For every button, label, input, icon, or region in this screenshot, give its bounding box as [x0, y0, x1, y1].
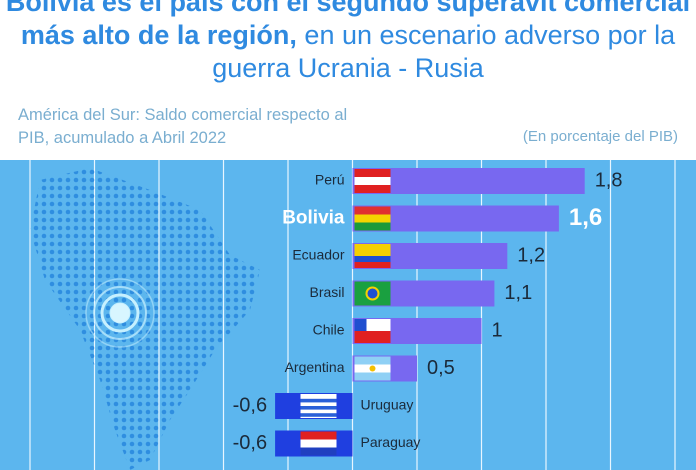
category-label: Brasil [309, 284, 344, 300]
flag-stripe [300, 431, 337, 440]
chart-title: Bolivia es el país con el segundo superá… [0, 0, 696, 85]
bolivia-marker [85, 278, 155, 348]
flag-stripe [300, 413, 337, 417]
flag [354, 206, 391, 231]
category-label: Uruguay [361, 397, 414, 413]
flag-stripe [300, 439, 337, 448]
flag-stripe [354, 222, 391, 231]
unit-label: (En porcentaje del PIB) [522, 128, 678, 145]
category-label: Perú [315, 172, 345, 188]
flag-stripe [354, 244, 391, 256]
flag [354, 281, 391, 306]
bar [352, 168, 585, 194]
flag-emblem [365, 286, 380, 301]
flag-stripe [354, 185, 391, 193]
flag-stripe [354, 262, 391, 268]
flag-canton [354, 319, 367, 331]
value-label: 1,6 [569, 204, 602, 231]
value-label: -0,6 [233, 432, 267, 454]
flag [354, 356, 391, 381]
flag-stripe [354, 356, 391, 365]
flag [300, 394, 337, 418]
value-label: 1,8 [595, 169, 623, 191]
category-label: Chile [313, 322, 345, 338]
flag-stripe [354, 169, 391, 177]
flag-emblem [369, 365, 376, 372]
category-label: Ecuador [292, 247, 344, 263]
flag-stripe [354, 177, 391, 185]
chart: Perú 1,8 Bolivia 1,6 Ecuador 1,2 Brasil 1,1 Chil… [0, 160, 696, 470]
flag-stripe [354, 331, 391, 343]
flag-stripe [300, 398, 337, 403]
value-label: 0,5 [427, 357, 455, 379]
flag [354, 319, 391, 343]
flag [300, 431, 337, 456]
flag-stripe [354, 214, 391, 223]
title-rest: en un escenario adverso por la guerra Uc… [212, 20, 676, 83]
subtitle: América del Sur: Saldo comercial respect… [18, 106, 348, 147]
flag-stripe [300, 406, 337, 410]
title-bold: Bolivia es el país con el segundo superá… [5, 0, 691, 50]
value-label: 1,2 [517, 244, 545, 266]
value-label: 1,1 [504, 282, 532, 304]
value-label: 1 [492, 319, 503, 341]
flag-stripe [354, 372, 391, 381]
category-label: Paraguay [361, 434, 421, 450]
flag-stripe [300, 447, 337, 456]
flag [354, 169, 391, 193]
value-label: -0,6 [233, 394, 267, 416]
category-label: Argentina [285, 359, 345, 375]
flag [354, 244, 391, 268]
flag-stripe [354, 256, 391, 262]
category-label: Bolivia [282, 208, 345, 229]
